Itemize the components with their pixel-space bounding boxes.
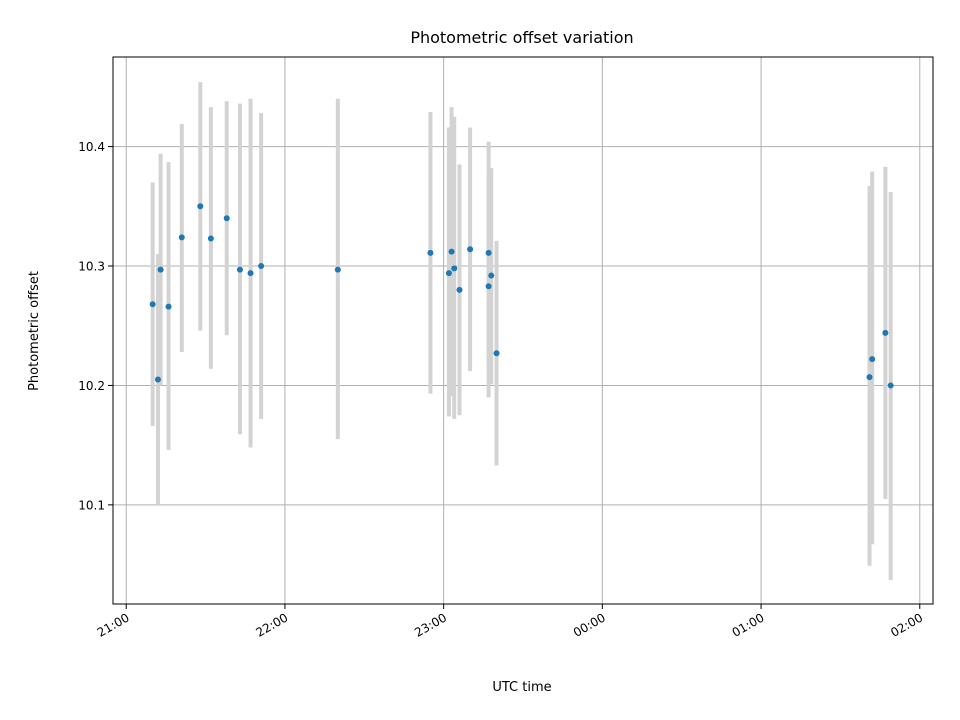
plot-frame	[112, 56, 934, 605]
x-axis-label: UTC time	[492, 680, 551, 695]
y-tick-label: 10.3	[78, 260, 105, 274]
chart-title: Photometric offset variation	[410, 28, 633, 47]
data-point	[451, 265, 458, 272]
data-point	[165, 303, 172, 310]
y-tick-label: 10.2	[78, 379, 105, 393]
data-point	[456, 286, 463, 293]
data-point	[485, 283, 492, 290]
data-point	[223, 215, 230, 222]
data-point	[882, 329, 889, 336]
data-point	[154, 376, 161, 383]
point-layer	[149, 203, 894, 389]
data-point	[157, 266, 164, 273]
data-point	[334, 266, 341, 273]
data-point	[445, 270, 452, 277]
data-point	[485, 249, 492, 256]
data-point	[178, 234, 185, 241]
data-point	[197, 203, 204, 210]
data-point	[493, 350, 500, 357]
data-point	[488, 272, 495, 279]
grid-layer	[113, 57, 933, 604]
y-tick-label: 10.1	[78, 498, 105, 512]
data-point	[149, 301, 156, 308]
data-point	[448, 248, 455, 255]
data-point	[427, 249, 434, 256]
data-point	[866, 374, 873, 381]
y-axis-label: Photometric offset	[27, 271, 42, 391]
y-axis: 10.1 10.2 10.3 10.4	[78, 140, 113, 512]
data-point	[207, 235, 214, 242]
data-point	[467, 246, 474, 253]
data-point	[236, 266, 243, 273]
data-point	[247, 270, 254, 277]
data-point	[887, 382, 894, 389]
y-tick-label: 10.4	[78, 140, 105, 154]
data-point	[258, 263, 265, 270]
data-point	[869, 356, 876, 363]
